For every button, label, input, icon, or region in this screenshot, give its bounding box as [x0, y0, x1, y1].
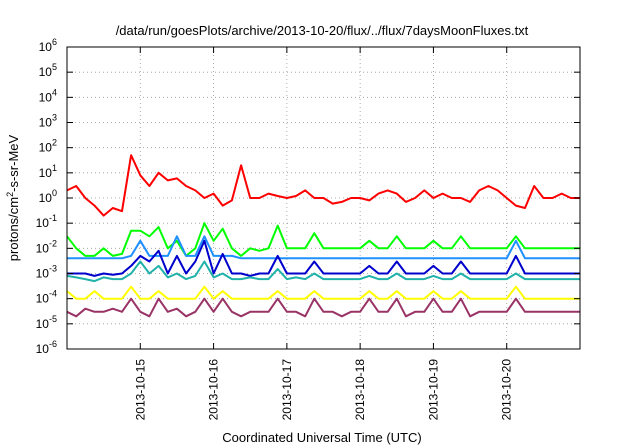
series-line-5: [66, 260, 580, 283]
series-line-4: [67, 239, 580, 277]
x-axis: 2013-10-15 2013-10-16 2013-10-17 2013-10-18…: [133, 47, 514, 421]
y-tick-label: 10-4: [36, 289, 57, 306]
x-tick-label: 2013-10-17: [280, 359, 294, 421]
y-tick-label-base: 10: [39, 90, 53, 104]
y-tick-label: 10-1: [36, 213, 57, 230]
y-tick-label: 106: [39, 37, 57, 54]
y-tick-label-base: 10: [39, 141, 53, 155]
y-tick-label-exponent: 0: [52, 188, 57, 198]
x-tick-label: 2013-10-15: [133, 359, 147, 421]
y-tick-label-exponent: 2: [52, 138, 57, 148]
x-tick-label: 2013-10-16: [207, 359, 221, 421]
series-line-6: [66, 285, 580, 300]
y-tick-label-exponent: -2: [49, 238, 57, 248]
y-tick-label-base: 10: [39, 65, 53, 79]
series-line-1: [66, 154, 580, 217]
chart-title: /data/run/goesPlots/archive/2013-10-20/f…: [116, 23, 529, 38]
y-tick-label-exponent: 5: [52, 62, 57, 72]
y-tick-label-exponent: -3: [49, 264, 57, 274]
y-axis-label-rest: -s-sr-MeV: [6, 134, 21, 191]
y-tick-label-base: 10: [39, 40, 53, 54]
y-tick-label-exponent: 6: [52, 37, 57, 47]
y-axis-label: protons/cm2-s-sr-MeV: [5, 134, 21, 261]
y-tick-label: 10-2: [36, 238, 57, 255]
y-tick-label: 10-3: [36, 264, 57, 281]
y-tick-label-base: 10: [36, 267, 50, 281]
y-tick-label-base: 10: [36, 216, 50, 230]
y-tick-label: 102: [39, 138, 57, 155]
y-tick-label: 105: [39, 62, 57, 79]
y-tick-label-base: 10: [36, 292, 50, 306]
y-tick-label-exponent: 4: [52, 87, 57, 97]
y-tick-label-exponent: -4: [49, 289, 57, 299]
y-tick-label-exponent: -1: [49, 213, 57, 223]
y-tick-label: 100: [39, 188, 57, 205]
series-line-7: [66, 297, 580, 318]
x-tick-label: 2013-10-19: [426, 359, 440, 421]
y-tick-label-exponent: 1: [52, 163, 57, 173]
x-axis-label: Coordinated Universal Time (UTC): [222, 430, 421, 445]
y-axis-label-base: protons/cm: [6, 197, 21, 261]
y-tick-label: 10-6: [36, 339, 57, 356]
y-tick-label-exponent: 3: [52, 113, 57, 123]
y-tick-label: 104: [39, 87, 57, 104]
x-tick-label: 2013-10-18: [353, 359, 367, 421]
y-tick-label-exponent: -6: [49, 339, 57, 349]
y-tick-label: 103: [39, 113, 57, 130]
y-tick-label: 10-5: [36, 314, 57, 331]
y-axis-label-superscript: 2: [5, 192, 15, 197]
y-tick-label: 101: [39, 163, 57, 180]
y-tick-label-base: 10: [39, 191, 53, 205]
y-tick-label-base: 10: [36, 342, 50, 356]
series-line-2: [66, 222, 580, 257]
y-tick-label-base: 10: [36, 241, 50, 255]
y-tick-label-base: 10: [39, 166, 53, 180]
series-layer: [66, 154, 580, 318]
y-tick-label-base: 10: [39, 116, 53, 130]
x-tick-label: 2013-10-20: [500, 359, 514, 421]
series-line-3: [67, 235, 580, 260]
y-axis: 10-610-510-410-310-210-11001011021031041…: [36, 37, 580, 356]
y-tick-label-exponent: -5: [49, 314, 57, 324]
y-tick-label-base: 10: [36, 317, 50, 331]
